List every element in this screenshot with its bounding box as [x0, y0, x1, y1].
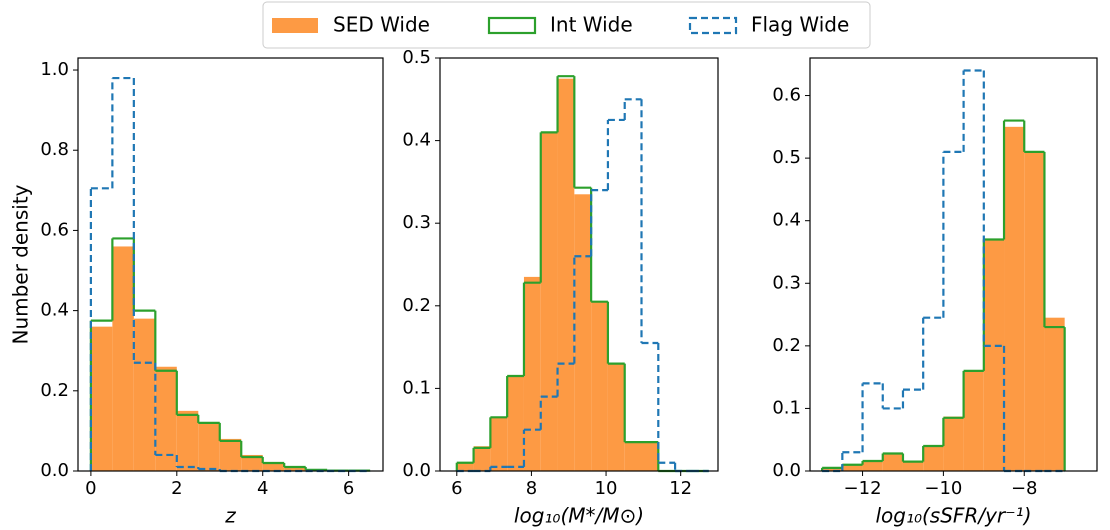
hist-bar — [198, 422, 220, 471]
y-tick-label: 0.4 — [772, 210, 801, 231]
x-tick-label: −8 — [1011, 478, 1038, 499]
hist-bar — [112, 246, 134, 471]
hist-bar — [490, 417, 508, 471]
hist-bar — [284, 466, 306, 471]
hist-bar — [540, 132, 558, 471]
y-tick-label: 0.0 — [772, 460, 801, 481]
panel: 0.0 0.1 0.2 0.3 0.4 0.5 6 8 10 12 log₁₀(M*/M⊙) — [402, 47, 719, 528]
y-tick-label: 1.0 — [40, 59, 69, 80]
x-tick-label: −12 — [844, 478, 882, 499]
hist-bar — [574, 194, 592, 472]
hist-bar — [557, 78, 575, 472]
plot-frame — [77, 57, 384, 472]
x-tick-label: 0 — [85, 478, 96, 499]
y-axis-label: Number density — [9, 184, 33, 344]
y-tick-label: 0.3 — [402, 212, 431, 233]
y-tick-label: 0.0 — [402, 460, 431, 481]
hist-bar — [155, 366, 177, 471]
hist-bar — [456, 462, 474, 471]
x-tick-label: 10 — [595, 478, 618, 499]
x-axis-label: z — [224, 504, 236, 528]
y-tick-label: 0.6 — [40, 219, 69, 240]
hist-bar — [624, 442, 642, 471]
legend-box — [262, 1, 871, 49]
panel: 0.0 0.2 0.4 0.6 0.8 1.0 0 2 4 6 z Number density — [9, 57, 384, 528]
hist-bar — [983, 239, 1005, 471]
y-tick-label: 0.1 — [772, 397, 801, 418]
legend: SED Wide Int Wide Flag Wide — [262, 1, 871, 49]
y-tick-label: 0.0 — [40, 460, 69, 481]
y-tick-label: 0.2 — [402, 295, 431, 316]
hist-bar — [591, 301, 608, 471]
hist-bar — [90, 326, 113, 471]
legend-swatch — [272, 18, 318, 33]
x-tick-label: 2 — [171, 478, 182, 499]
hist-bar — [641, 442, 659, 471]
hist-bar — [1004, 126, 1025, 471]
x-tick-label: 12 — [669, 478, 692, 499]
plot-frame — [439, 57, 719, 472]
y-tick-label: 0.2 — [40, 380, 69, 401]
hist-bar — [902, 461, 924, 471]
y-tick-label: 0.3 — [772, 272, 801, 293]
x-tick-label: 8 — [526, 478, 537, 499]
legend-label: Flag Wide — [751, 13, 849, 37]
y-tick-label: 0.4 — [40, 300, 69, 321]
hist-bar — [923, 445, 944, 471]
y-tick-label: 0.5 — [772, 147, 801, 168]
legend-swatch — [487, 16, 537, 35]
hist-bar — [842, 464, 863, 471]
hist-bar — [241, 454, 263, 471]
y-tick-label: 0.4 — [402, 130, 431, 151]
hist-bar — [822, 467, 843, 471]
y-tick-label: 0.1 — [402, 377, 431, 398]
hist-bar — [523, 276, 541, 471]
hist-bar — [133, 318, 156, 471]
x-tick-label: −10 — [924, 478, 962, 499]
plot-frame — [809, 57, 1098, 472]
y-tick-label: 0.2 — [772, 335, 801, 356]
x-tick-label: 4 — [257, 478, 268, 499]
hist-bar — [963, 370, 984, 471]
x-tick-label: 6 — [451, 478, 462, 499]
y-tick-label: 0.8 — [40, 139, 69, 160]
panel: 0.0 0.1 0.2 0.3 0.4 0.5 0.6 −12 −10 −8 log₁₀(sSFR/… — [772, 57, 1098, 528]
y-tick-label: 0.6 — [772, 85, 801, 106]
hist-bar — [607, 363, 625, 471]
hist-bar — [943, 416, 964, 471]
legend-swatch — [688, 16, 738, 35]
legend-label: Int Wide — [550, 13, 633, 37]
legend-label: SED Wide — [333, 13, 430, 37]
hist-bar — [262, 462, 285, 471]
hist-bar — [1044, 317, 1065, 471]
x-axis-label: log₁₀(M*/M⊙) — [514, 504, 644, 528]
y-tick-label: 0.5 — [402, 47, 431, 68]
hist-bar — [507, 376, 524, 471]
hist-bar — [176, 410, 199, 471]
x-axis-label: log₁₀(sSFR/yr⁻¹) — [875, 504, 1031, 528]
hist-bar — [473, 446, 491, 471]
hist-bar — [219, 438, 242, 471]
hist-bar — [882, 453, 903, 471]
hist-bar — [1024, 151, 1045, 471]
x-tick-label: 6 — [343, 478, 354, 499]
hist-bar — [862, 461, 883, 471]
